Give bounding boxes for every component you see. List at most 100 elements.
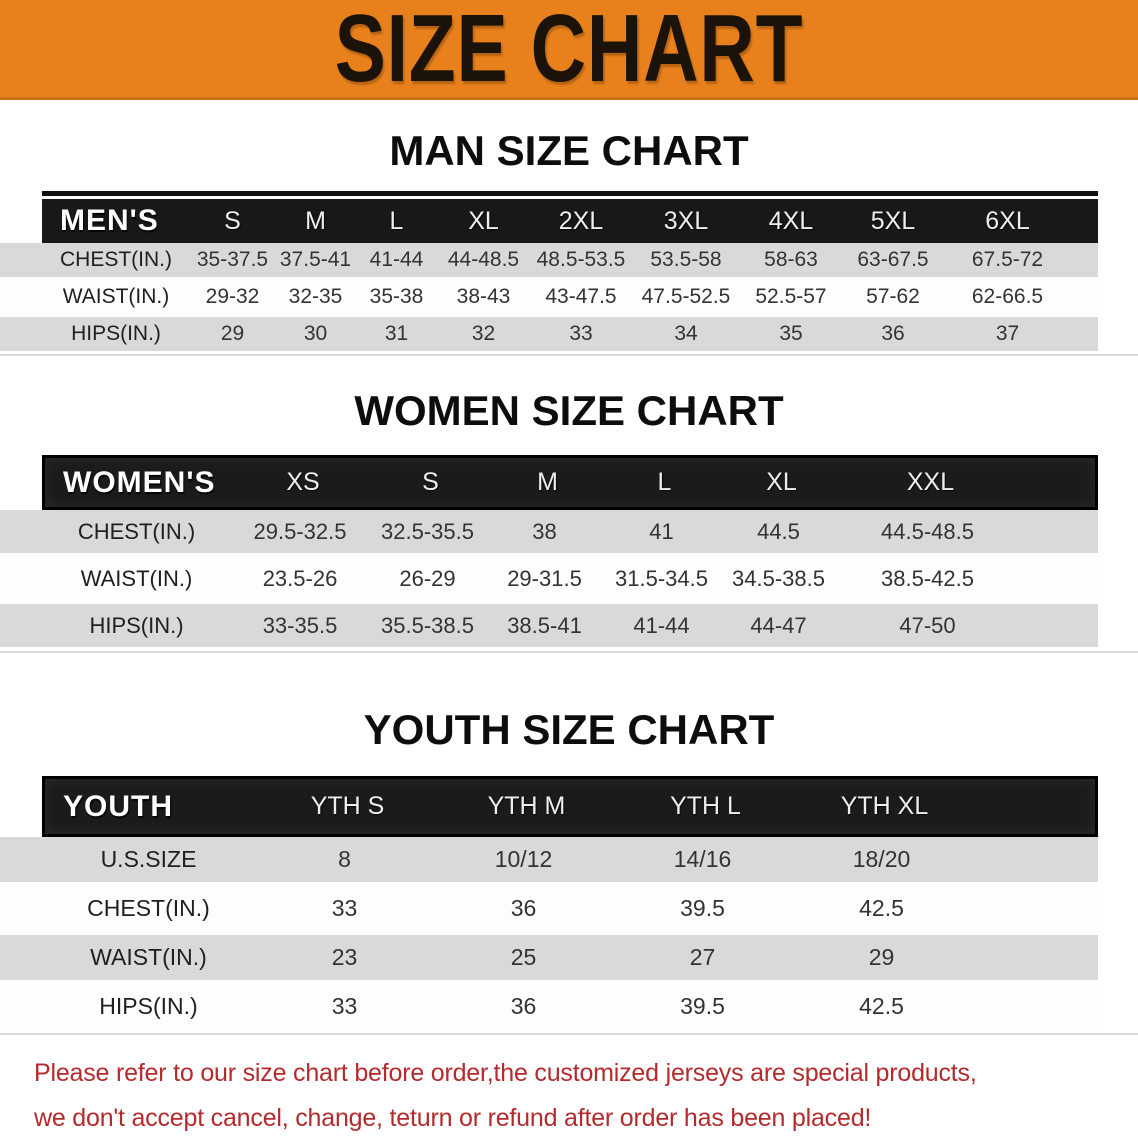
size-value: 47-50	[899, 612, 956, 638]
size-value: 23.5-26	[262, 565, 338, 591]
row-label: U.S.SIZE	[100, 846, 197, 872]
size-value: 48.5-53.5	[536, 248, 626, 271]
size-value: 33	[569, 322, 593, 345]
men-column-header: 5XL	[870, 206, 916, 235]
size-value: 38.5-42.5	[881, 565, 974, 591]
youth-table-row: HIPS(IN.) 33 36 39.5 42.5	[0, 984, 1098, 1029]
size-value: 35	[779, 322, 803, 345]
youth-column-header: YTH S	[310, 792, 385, 820]
size-value: 38.5-41	[507, 612, 582, 638]
size-value: 35-38	[369, 285, 424, 308]
size-value: 42.5	[859, 993, 904, 1019]
size-value: 67.5-72	[971, 248, 1044, 271]
size-value: 32	[471, 322, 496, 345]
row-grid: U.S.SIZE 8 10/12 14/16 18/20	[42, 837, 1098, 882]
men-column-header: L	[389, 206, 404, 235]
size-value: 44.5-48.5	[881, 518, 974, 544]
youth-column-header: YTH L	[670, 792, 741, 820]
row-label: WAIST(IN.)	[62, 285, 170, 308]
size-value: 31.5-34.5	[615, 565, 708, 591]
men-column-header: 4XL	[768, 206, 814, 235]
youth-table-row: WAIST(IN.) 23 25 27 29	[0, 935, 1098, 980]
row-label: HIPS(IN.)	[71, 322, 161, 345]
women-table: WOMEN'S XS S M L XL XXL CHEST(IN.) 29.5-32.5 32.5…	[0, 455, 1138, 653]
size-value: 29-31.5	[507, 565, 582, 591]
women-column-header: M	[537, 468, 558, 496]
men-column-header: 3XL	[663, 206, 709, 235]
size-value: 44-47	[750, 612, 807, 638]
men-column-header: M	[305, 206, 326, 235]
women-corner-label: WOMEN'S	[63, 465, 216, 499]
size-value: 47.5-52.5	[641, 285, 731, 308]
men-column-header: XL	[468, 206, 499, 235]
row-label: CHEST(IN.)	[77, 518, 196, 544]
section-men: MAN SIZE CHART MEN'S S M L XL 2XL 3XL 4XL 5XL 6XL C…	[0, 126, 1138, 356]
size-value: 31	[384, 322, 409, 345]
size-value: 38	[532, 518, 557, 544]
men-table: MEN'S S M L XL 2XL 3XL 4XL 5XL 6XL CHEST(IN.) 35-37…	[0, 191, 1138, 356]
youth-heading: YOUTH SIZE CHART	[363, 706, 775, 753]
size-value: 34.5-38.5	[732, 565, 825, 591]
size-value: 25	[510, 944, 537, 970]
size-value: 35-37.5	[196, 248, 269, 271]
section-women: WOMEN SIZE CHART WOMEN'S XS S M L XL XXL CHEST(I…	[0, 386, 1138, 653]
size-value: 36	[881, 322, 905, 345]
size-value: 8	[338, 846, 351, 872]
size-value: 29-32	[205, 285, 260, 308]
disclaimer: Please refer to our size chart before or…	[34, 1051, 1128, 1141]
size-value: 53.5-58	[650, 248, 722, 271]
women-column-header: XS	[286, 468, 320, 496]
size-value: 39.5	[680, 993, 725, 1019]
women-column-header: S	[422, 468, 439, 496]
size-value: 37.5-41	[279, 248, 352, 271]
row-label: WAIST(IN.)	[90, 944, 207, 970]
row-grid: CHEST(IN.) 29.5-32.5 32.5-35.5 38 41 44.5 44.5…	[42, 510, 1098, 553]
youth-table: YOUTH YTH S YTH M YTH L YTH XL U.S.SIZE 8 10/12…	[0, 776, 1138, 1035]
men-table-top-rule	[42, 191, 1098, 196]
size-value: 57-62	[866, 285, 920, 308]
row-grid: WAIST(IN.) 29-32 32-35 35-38 38-43 43-47.5 47.…	[42, 280, 1098, 314]
row-label: WAIST(IN.)	[80, 565, 193, 591]
size-value: 41-44	[633, 612, 690, 638]
size-value: 52.5-57	[755, 285, 827, 308]
size-value: 23	[331, 944, 358, 970]
size-value: 44.5	[757, 518, 800, 544]
size-value: 32.5-35.5	[381, 518, 474, 544]
size-value: 41	[649, 518, 674, 544]
size-value: 29.5-32.5	[253, 518, 347, 544]
row-grid: HIPS(IN.) 29 30 31 32 33 34 35 36 37	[42, 317, 1098, 351]
size-value: 26-29	[399, 565, 456, 591]
men-column-header: 6XL	[985, 206, 1030, 235]
row-grid: CHEST(IN.) 35-37.5 37.5-41 41-44 44-48.5 48.5…	[42, 243, 1098, 277]
size-value: 62-66.5	[971, 285, 1044, 308]
women-table-row: HIPS(IN.) 33-35.5 35.5-38.5 38.5-41 41-44 44-…	[0, 604, 1098, 647]
size-value: 58-63	[764, 248, 818, 271]
men-table-row: WAIST(IN.) 29-32 32-35 35-38 38-43 43-47.5 47.…	[0, 280, 1098, 314]
disclaimer-line-2: we don't accept cancel, change, teturn o…	[34, 1104, 872, 1132]
banner-title: SIZE CHART	[334, 0, 804, 100]
youth-table-row: U.S.SIZE 8 10/12 14/16 18/20	[0, 837, 1098, 882]
women-column-header: XL	[766, 468, 797, 496]
row-label: HIPS(IN.)	[99, 993, 198, 1019]
size-value: 14/16	[673, 846, 732, 872]
size-value: 18/20	[852, 846, 911, 872]
row-label: CHEST(IN.)	[60, 248, 172, 271]
size-value: 30	[303, 322, 328, 345]
size-value: 37	[995, 322, 1020, 345]
men-heading: MAN SIZE CHART	[389, 127, 749, 174]
row-grid: CHEST(IN.) 33 36 39.5 42.5	[42, 886, 1098, 931]
size-value: 44-48.5	[447, 248, 520, 271]
men-table-row: HIPS(IN.) 29 30 31 32 33 34 35 36 37	[0, 317, 1098, 351]
men-table-row: CHEST(IN.) 35-37.5 37.5-41 41-44 44-48.5 48.5…	[0, 243, 1098, 277]
youth-column-header: YTH XL	[840, 792, 929, 820]
women-column-header: L	[657, 468, 672, 496]
size-value: 33	[331, 895, 358, 921]
youth-table-row: CHEST(IN.) 33 36 39.5 42.5	[0, 886, 1098, 931]
sections: MAN SIZE CHART MEN'S S M L XL 2XL 3XL 4XL 5XL 6XL C…	[0, 126, 1138, 1035]
row-label: HIPS(IN.)	[89, 612, 184, 638]
women-header-row: WOMEN'S XS S M L XL XXL	[42, 455, 1098, 510]
row-grid: WAIST(IN.) 23 25 27 29	[42, 935, 1098, 980]
size-value: 36	[510, 993, 537, 1019]
row-grid: HIPS(IN.) 33 36 39.5 42.5	[42, 984, 1098, 1029]
size-value: 36	[510, 895, 537, 921]
